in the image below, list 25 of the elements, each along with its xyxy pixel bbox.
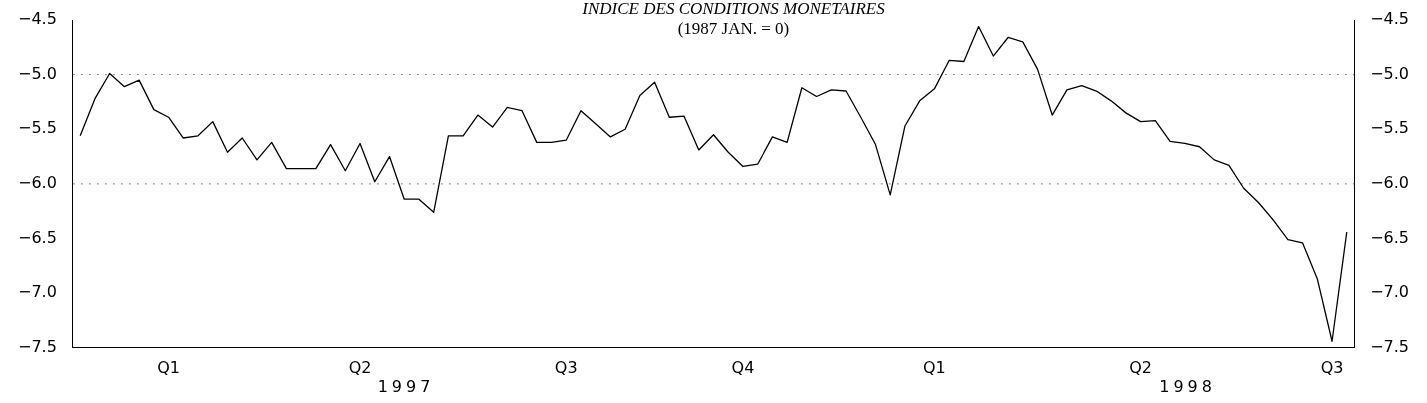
y2-tick-label: −6.0 (1370, 173, 1410, 193)
y2-tick-label: −4.5 (1370, 9, 1410, 29)
x-tick-label: Q2 (348, 357, 372, 377)
chart-title: INDICE DES CONDITIONS MONETAIRES (581, 0, 886, 18)
x-tick-label: Q3 (554, 357, 578, 377)
text: 1998 (1159, 376, 1216, 396)
x-tick-label: Q4 (731, 357, 755, 377)
y2-tick-label: −5.5 (1370, 118, 1410, 138)
y2-tick-label: −7.0 (1370, 282, 1410, 302)
chart-subtitle: (1987 JAN. = 0) (677, 18, 790, 38)
text: 1997 (377, 376, 435, 396)
y-tick-label: −4.5 (17, 9, 57, 29)
y-tick-label: −7.5 (17, 336, 57, 356)
x-tick-label: Q3 (1320, 357, 1344, 377)
y2-tick-label: −7.5 (1370, 336, 1410, 356)
y2-tick-label: −6.5 (1370, 227, 1410, 247)
x-tick-label: Q2 (1129, 357, 1152, 377)
x-tick-label: Q1 (923, 357, 946, 377)
y-tick-label: −7.0 (17, 282, 57, 302)
x-tick-label: Q1 (157, 357, 180, 377)
y-tick-label: −5.0 (17, 63, 57, 83)
y2-tick-label: −5.0 (1370, 63, 1410, 83)
y-tick-label: −6.0 (17, 173, 57, 193)
y-tick-label: −5.5 (17, 118, 57, 138)
y-tick-label: −6.5 (17, 227, 57, 247)
